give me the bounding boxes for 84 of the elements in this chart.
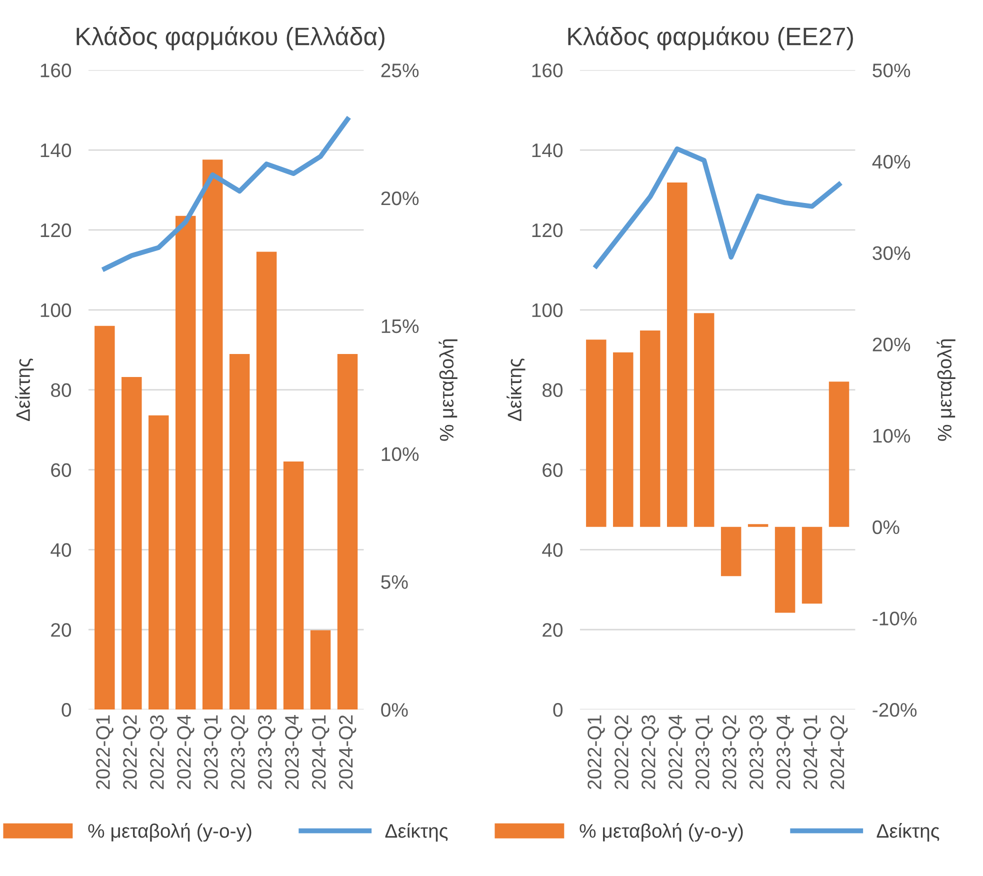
- x-tick-label: 2022-Q2: [614, 715, 632, 790]
- bar: [148, 415, 169, 710]
- x-tick-label: 2022-Q3: [642, 715, 659, 790]
- y-tick-label: 140: [532, 143, 563, 158]
- x-tick-label: 2024-Q1: [312, 715, 330, 790]
- y-axis-title: Δείκτης: [506, 358, 526, 422]
- y-tick-label: 120: [532, 223, 563, 238]
- bar: [802, 526, 822, 604]
- bar: [229, 354, 250, 710]
- y2-tick-label: 30%: [872, 246, 910, 260]
- y2-tick-label: 20%: [381, 191, 419, 206]
- y2-tick-label: 0%: [872, 520, 900, 534]
- y2-tick-label: 20%: [872, 338, 910, 352]
- y-tick-label: 0: [553, 703, 563, 717]
- x-tick-label: 2024-Q2: [338, 715, 356, 790]
- bar: [122, 377, 142, 710]
- legend-label: Δείκτης: [385, 822, 448, 842]
- bar: [640, 330, 660, 527]
- y2-tick-label: 5%: [381, 575, 408, 589]
- bar: [310, 630, 331, 710]
- y2-tick-label: 10%: [382, 447, 419, 462]
- bar: [694, 313, 714, 527]
- bar: [828, 382, 850, 527]
- y2-tick-label: 0%: [381, 703, 408, 717]
- bar: [283, 461, 304, 710]
- y-tick-label: 40: [542, 543, 563, 557]
- bar: [256, 252, 277, 710]
- y-tick-label: 100: [532, 303, 563, 318]
- x-tick-label: 2024-Q2: [830, 715, 848, 790]
- y-tick-label: 20: [51, 623, 72, 637]
- y2-tick-label: 10%: [873, 428, 910, 443]
- y2-tick-label: -20%: [872, 703, 917, 717]
- x-tick-label: 2023-Q3: [258, 715, 276, 790]
- x-tick-label: 2023-Q2: [722, 715, 740, 790]
- y-tick-label: 80: [542, 383, 563, 398]
- x-tick-label: 2022-Q4: [177, 714, 194, 790]
- x-tick-label: 2023-Q1: [696, 715, 713, 790]
- bar: [720, 526, 742, 576]
- bar: [666, 182, 688, 527]
- line-series: [594, 146, 842, 268]
- y2-tick-label: 50%: [872, 64, 910, 78]
- x-tick-label: 2023-Q1: [204, 715, 222, 790]
- x-tick-label: 2022-Q3: [150, 715, 168, 790]
- x-tick-label: 2023-Q3: [750, 715, 767, 790]
- y2-axis-title: % μεταβολή: [438, 339, 458, 441]
- bar: [774, 526, 796, 613]
- y-tick-label: 120: [40, 223, 72, 238]
- bar: [586, 340, 606, 527]
- legend-label: Δείκτης: [876, 822, 940, 842]
- x-tick-label: 2023-Q2: [231, 715, 248, 790]
- chart-title: Κλάδος φαρμάκου (ΕΕ27): [568, 26, 853, 50]
- bar: [748, 524, 768, 527]
- y-tick-label: 140: [40, 143, 72, 158]
- x-tick-label: 2022-Q4: [668, 714, 686, 790]
- legend-label: % μεταβολή (y-o-y): [580, 822, 743, 842]
- x-tick-label: 2023-Q4: [285, 714, 302, 790]
- bar: [202, 160, 223, 710]
- bar: [94, 326, 115, 710]
- y-tick-label: 40: [50, 543, 72, 557]
- legend-label: % μεταβολή (y-o-y): [88, 822, 252, 842]
- x-tick-label: 2022-Q2: [123, 715, 140, 790]
- bar: [613, 352, 634, 527]
- y-tick-label: 20: [542, 623, 563, 637]
- y-tick-label: 60: [51, 463, 72, 477]
- y-tick-label: 160: [532, 64, 563, 78]
- y-tick-label: 0: [62, 703, 72, 717]
- y-axis-title: Δείκτης: [15, 358, 34, 422]
- x-tick-label: 2023-Q4: [776, 714, 794, 790]
- x-tick-label: 2024-Q1: [803, 715, 821, 790]
- chart-title: Κλάδος φαρμάκου (Ελλάδα): [76, 26, 384, 50]
- y2-tick-label: 40%: [872, 154, 910, 169]
- x-tick-label: 2022-Q1: [96, 715, 114, 790]
- y-tick-label: 160: [40, 64, 72, 78]
- y2-tick-label: 25%: [381, 64, 419, 78]
- y-tick-label: 80: [51, 383, 72, 398]
- y2-tick-label: -10%: [872, 612, 917, 626]
- bar: [175, 216, 196, 710]
- y-tick-label: 60: [542, 463, 563, 477]
- x-tick-label: 2022-Q1: [588, 715, 605, 790]
- y2-tick-label: 15%: [382, 319, 419, 334]
- y2-axis-title: % μεταβολή: [936, 339, 956, 441]
- y-tick-label: 100: [40, 303, 72, 318]
- bar: [337, 354, 358, 710]
- line-series: [102, 116, 350, 272]
